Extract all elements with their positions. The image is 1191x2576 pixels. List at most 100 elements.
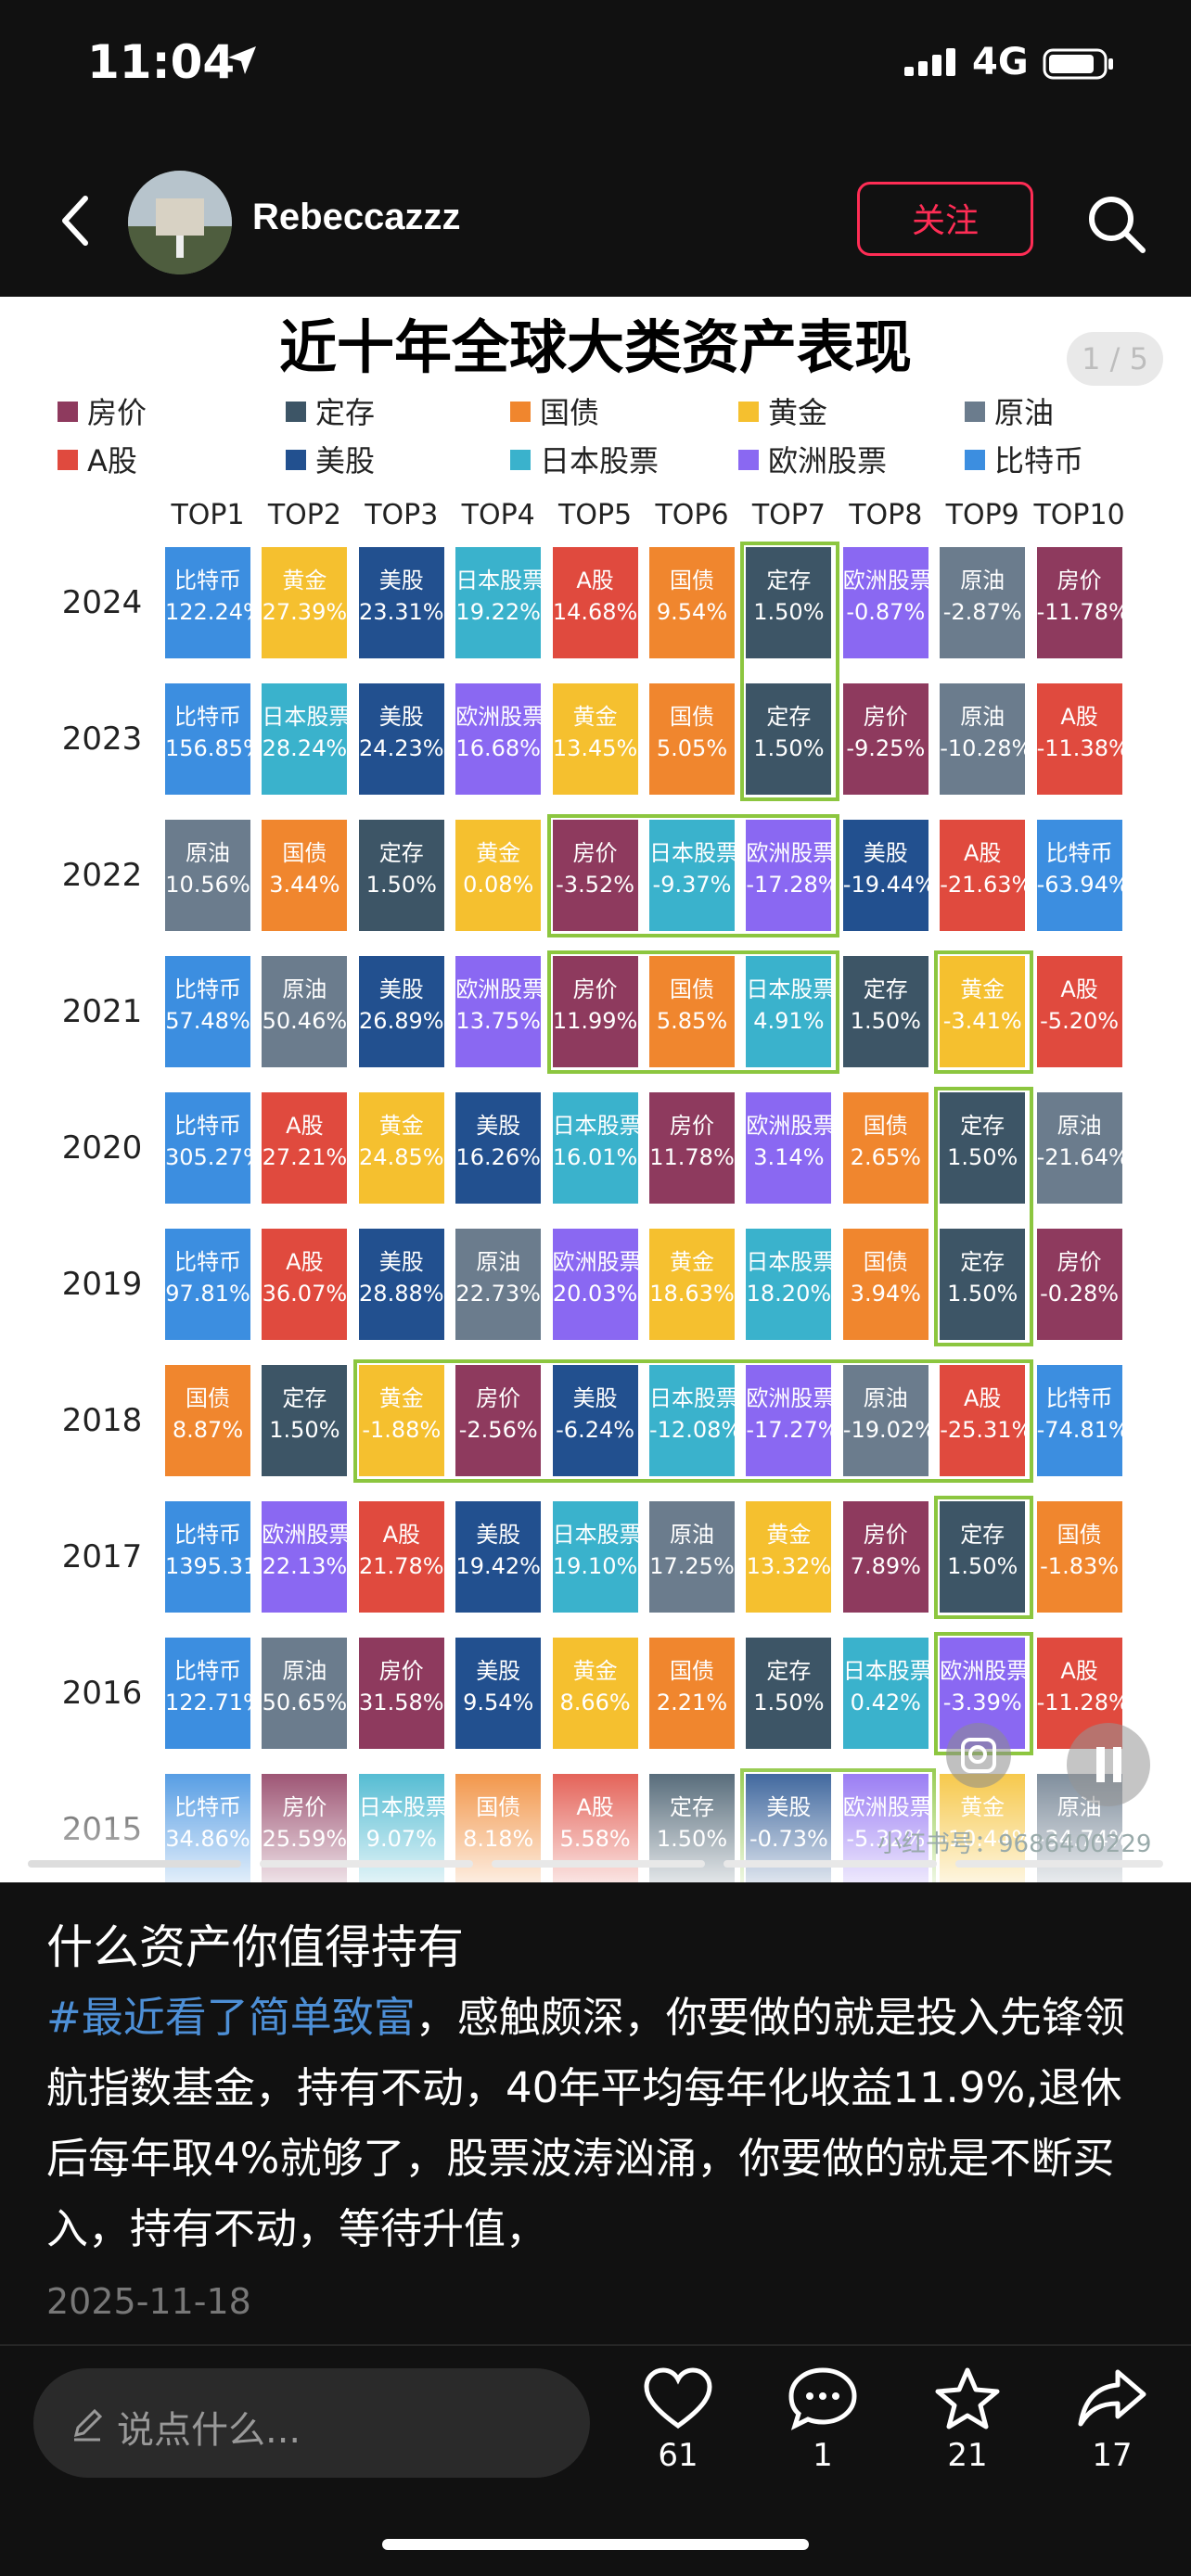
year-label: 2016 <box>61 1675 143 1712</box>
comment-input[interactable]: 说点什么... <box>33 2368 590 2478</box>
table-cell: 原油 50.46% <box>262 956 348 1067</box>
highlight-frame <box>352 1359 1033 1483</box>
cell-return: -11.38% <box>1036 734 1122 761</box>
cell-return: 1.50% <box>753 1689 825 1715</box>
table-cell: A股 14.68% <box>552 547 638 658</box>
table-cell: 欧洲股票 20.03% <box>552 1229 638 1340</box>
cell-return: 1.50% <box>753 598 825 625</box>
cell-return: -1.83% <box>1040 1552 1120 1579</box>
table-cell: 日本股票 19.10% <box>552 1501 638 1613</box>
cell-return: 1.50% <box>365 871 437 898</box>
cell-asset: 欧洲股票 <box>552 1249 638 1275</box>
table-cell: 日本股票 0.42% <box>842 1638 928 1749</box>
search-icon[interactable] <box>1083 191 1148 256</box>
legend-label: 日本股票 <box>540 443 660 478</box>
back-arrow-icon[interactable] <box>48 193 104 249</box>
table-cell: 比特币 156.85% <box>165 683 250 795</box>
cell-return: 27.21% <box>262 1143 348 1170</box>
table-cell: 比特币 1395.31% <box>165 1501 250 1613</box>
home-indicator <box>382 2539 809 2550</box>
share-count: 17 <box>1092 2437 1133 2474</box>
cell-asset: 定存 <box>960 1522 1005 1548</box>
table-cell: 国债 3.44% <box>262 820 348 931</box>
cell-asset: 欧洲股票 <box>842 567 928 593</box>
cell-return: 16.68% <box>455 734 541 761</box>
cell-return: 2.21% <box>656 1689 728 1715</box>
post-body: #最近看了简单致富，感触颇深，你要做的就是投入先锋领航指数基金，持有不动，40年… <box>46 1983 1150 2264</box>
cell-return: 1.50% <box>947 1552 1018 1579</box>
cell-return: -3.39% <box>942 1689 1022 1715</box>
like-button[interactable]: 61 <box>627 2366 729 2474</box>
column-header: TOP5 <box>558 499 633 531</box>
legend-label: 原油 <box>994 395 1055 430</box>
pen-icon <box>73 2408 103 2442</box>
table-cell: 原油 22.73% <box>455 1229 542 1340</box>
legend-item: 房价 <box>58 389 147 430</box>
cell-asset: 黄金 <box>476 840 521 866</box>
table-cell: 日本股票 18.20% <box>746 1229 832 1340</box>
cell-return: 5.85% <box>656 1007 728 1034</box>
image-search-lens-icon[interactable] <box>946 1723 1011 1788</box>
cell-return: 1.50% <box>947 1280 1018 1307</box>
cell-asset: A股 <box>286 1249 324 1275</box>
table-cell: 国债 5.05% <box>649 683 735 795</box>
avatar[interactable] <box>128 171 232 274</box>
cell-return: 1.50% <box>269 1416 340 1443</box>
table-cell: 房价 11.99% <box>552 956 638 1067</box>
pause-icon[interactable] <box>1067 1723 1150 1806</box>
cell-asset: 黄金 <box>670 1249 714 1275</box>
column-header: TOP7 <box>751 499 826 531</box>
cell-return: 19.10% <box>552 1552 638 1579</box>
table-cell: 日本股票 19.22% <box>455 547 542 658</box>
legend-label: A股 <box>87 443 137 478</box>
hashtag-link[interactable]: #最近看了简单致富 <box>46 1993 416 2042</box>
cell-return: 13.75% <box>455 1007 541 1034</box>
cell-asset: A股 <box>963 1385 1002 1411</box>
cell-return: 23.31% <box>359 598 444 625</box>
cell-asset: 欧洲股票 <box>455 704 542 730</box>
collect-button[interactable]: 21 <box>916 2366 1018 2474</box>
cell-return: 18.63% <box>649 1280 735 1307</box>
cell-return: 1.50% <box>947 1143 1018 1170</box>
cell-asset: A股 <box>286 1113 324 1139</box>
comment-button[interactable]: 1 <box>772 2366 874 2474</box>
legend-swatch <box>58 450 78 470</box>
cell-return: 5.05% <box>656 734 728 761</box>
cell-asset: 定存 <box>960 1249 1005 1275</box>
table-cell: 比特币 97.81% <box>165 1229 250 1340</box>
cell-asset: 定存 <box>863 976 908 1002</box>
cell-return: 57.48% <box>165 1007 250 1034</box>
table-cell: 美股 19.42% <box>455 1501 542 1613</box>
table-cell: 定存 1.50% <box>262 1365 348 1476</box>
column-header: TOP4 <box>461 499 535 531</box>
table-cell: 房价 -11.78% <box>1036 547 1122 658</box>
post-image[interactable]: 近十年全球大类资产表现 1 / 5 房价 定存 国债 黄金 原油 A股 美股 日本股票 欧洲股票… <box>0 297 1191 1882</box>
cell-asset: 欧洲股票 <box>455 976 542 1002</box>
watermark: 小红书号：9686400229 <box>877 1830 1152 1858</box>
table-cell: 房价 -9.25% <box>842 683 928 795</box>
cell-asset: 黄金 <box>572 1658 618 1684</box>
table-cell: A股 21.78% <box>358 1501 444 1613</box>
share-button[interactable]: 17 <box>1061 2366 1163 2474</box>
table-cell: 定存 1.50% <box>940 1092 1026 1204</box>
follow-button[interactable]: 关注 <box>857 182 1033 256</box>
table-cell: 定存 1.50% <box>358 820 444 931</box>
table-cell: 日本股票 -9.37% <box>649 820 735 931</box>
cell-return: -1.88% <box>362 1416 442 1443</box>
table-cell: 日本股票 4.91% <box>746 956 832 1067</box>
table-cell: A股 -5.20% <box>1036 956 1122 1067</box>
highlight-frame <box>740 542 839 801</box>
cell-return: -21.64% <box>1036 1143 1122 1170</box>
username[interactable]: Rebeccazzz <box>252 197 461 237</box>
cell-asset: 定存 <box>766 1658 812 1684</box>
table-cell: 定存 1.50% <box>746 683 832 795</box>
cell-return: 0.08% <box>463 871 534 898</box>
table-cell: 定存 1.50% <box>940 1229 1026 1340</box>
cell-asset: 黄金 <box>572 704 618 730</box>
image-pager: 1 / 5 <box>1067 332 1163 386</box>
cell-asset: 比特币 <box>1045 840 1113 866</box>
table-cell: 美股 23.31% <box>358 547 444 658</box>
cell-return: 50.65% <box>262 1689 348 1715</box>
heart-icon <box>644 2367 712 2429</box>
table-cell: 房价 7.89% <box>842 1501 928 1613</box>
